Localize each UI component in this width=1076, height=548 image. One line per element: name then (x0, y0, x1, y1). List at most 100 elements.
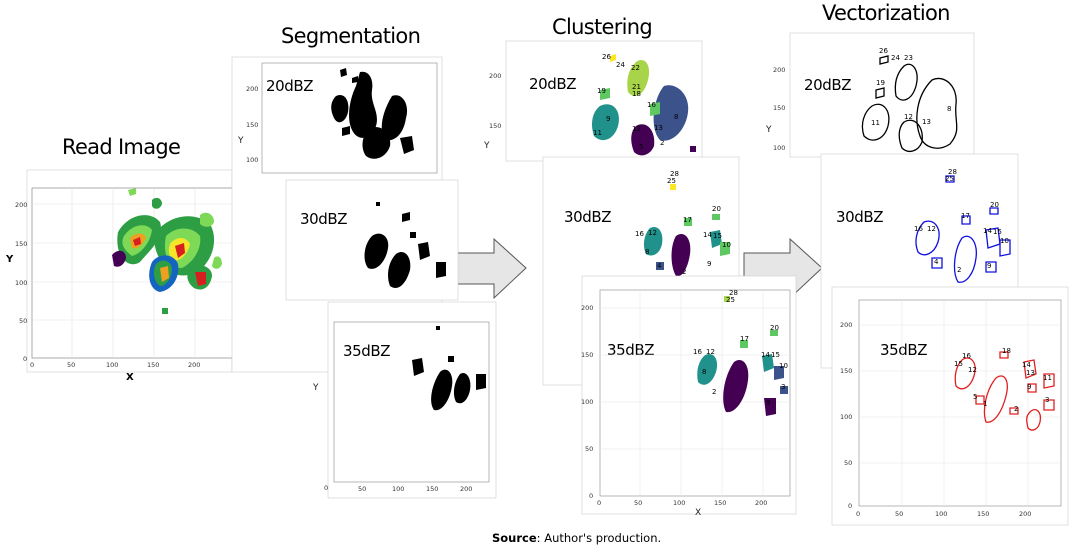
clus-labels-30: 28 25 17 20 16 12 14 15 10 8 4 2 9 (635, 170, 731, 276)
svg-text:200: 200 (1019, 510, 1031, 518)
title-segmentation: Segmentation (281, 24, 420, 48)
svg-text:28: 28 (948, 168, 957, 176)
svg-text:25: 25 (667, 177, 676, 185)
svg-text:16: 16 (635, 230, 644, 238)
svg-text:3: 3 (1045, 396, 1049, 404)
svg-text:100: 100 (935, 510, 947, 518)
svg-text:13: 13 (654, 124, 663, 132)
svg-text:16: 16 (647, 101, 656, 109)
svg-text:15: 15 (993, 228, 1002, 236)
vec-ticks-20: 200 150 100 (773, 66, 785, 152)
source-caption: Source: Author's production. (492, 531, 661, 545)
vec-gridlines-35 (859, 300, 1061, 506)
svg-text:24: 24 (891, 54, 900, 62)
clus-gridlines-35 (600, 290, 790, 496)
svg-text:9: 9 (606, 115, 610, 123)
svg-text:150: 150 (714, 499, 726, 507)
svg-text:150: 150 (426, 485, 438, 493)
svg-text:25: 25 (726, 296, 735, 304)
svg-text:50: 50 (634, 499, 642, 507)
svg-text:2: 2 (957, 266, 961, 274)
arrow-segmentation-to-clustering (449, 237, 527, 300)
seg-blobs-20 (331, 68, 414, 159)
svg-text:3: 3 (781, 383, 785, 391)
svg-text:200: 200 (460, 485, 472, 493)
svg-text:18: 18 (632, 90, 641, 98)
radar-echoes (112, 188, 222, 314)
vec-ticks-35: 0 50 100 150 200 0 50 100 150 200 (840, 321, 1031, 518)
svg-text:13: 13 (1026, 369, 1035, 377)
vec-level-label-20: 20dBZ (804, 76, 851, 94)
source-text: : Author's production. (537, 531, 661, 545)
svg-text:0: 0 (23, 355, 27, 363)
svg-text:15: 15 (954, 360, 963, 368)
svg-text:0: 0 (848, 502, 852, 510)
svg-text:13: 13 (922, 118, 931, 126)
svg-text:10: 10 (1000, 237, 1009, 245)
svg-text:12: 12 (904, 113, 913, 121)
clus-x-label: X (695, 508, 701, 518)
svg-text:100: 100 (106, 361, 118, 369)
svg-text:21: 21 (632, 83, 641, 91)
svg-text:200: 200 (15, 201, 27, 209)
clus-labels-20: 26 24 22 21 18 19 16 9 12 11 13 8 5 2 (593, 53, 678, 151)
vec-outlines-30 (915, 175, 1011, 283)
svg-text:12: 12 (648, 229, 657, 237)
seg-blobs-35 (412, 326, 486, 411)
svg-text:12: 12 (968, 366, 977, 374)
svg-text:Y: Y (237, 136, 244, 146)
clus-blobs-20 (592, 54, 696, 156)
svg-text:23: 23 (904, 54, 913, 62)
read-image-panel: 0 50 100 150 200 0 50 100 150 200 X Y (5, 169, 238, 383)
svg-text:1: 1 (983, 400, 987, 408)
svg-text:8: 8 (702, 368, 706, 376)
svg-text:50: 50 (844, 459, 852, 467)
svg-text:5: 5 (639, 143, 643, 151)
vec-labels-20: 26 24 23 19 8 11 12 13 (871, 47, 951, 127)
svg-text:10: 10 (722, 241, 731, 249)
svg-text:5: 5 (973, 393, 977, 401)
clus-level-label-35: 35dBZ (607, 341, 654, 359)
svg-text:9: 9 (987, 262, 991, 270)
svg-text:150: 150 (147, 361, 159, 369)
clus-labels-35: 28 25 17 20 16 12 14 15 10 8 2 9 3 (693, 289, 788, 407)
svg-text:2: 2 (712, 388, 716, 396)
svg-text:15: 15 (713, 232, 722, 240)
clus-ticks-35: 0 50 100 150 200 0 50 100 150 200 (581, 304, 767, 507)
svg-text:2: 2 (682, 268, 686, 276)
svg-text:150: 150 (581, 351, 593, 359)
seg-blobs-30 (364, 202, 446, 289)
clus-ticks-20: 200 150 (489, 72, 501, 130)
vectorization-panel-35: 35dBZ 16 18 15 12 14 13 11 9 (831, 286, 1069, 526)
svg-text:8: 8 (645, 248, 649, 256)
svg-text:2: 2 (660, 139, 664, 147)
svg-text:12: 12 (632, 125, 641, 133)
seg-level-label-20: 20dBZ (266, 77, 313, 95)
svg-text:17: 17 (961, 212, 970, 220)
svg-text:200: 200 (840, 321, 852, 329)
svg-text:17: 17 (740, 335, 749, 343)
svg-text:9: 9 (1027, 383, 1031, 391)
svg-text:50: 50 (19, 317, 27, 325)
svg-text:150: 150 (489, 122, 501, 130)
svg-text:26: 26 (879, 47, 888, 55)
seg-ticks-35: 0 50 100 150 200 (324, 484, 472, 493)
svg-text:150: 150 (246, 121, 258, 129)
seg-level-label-35: 35dBZ (343, 342, 390, 360)
svg-text:4: 4 (934, 258, 939, 266)
vec-level-label-35: 35dBZ (880, 341, 927, 359)
svg-text:15: 15 (771, 351, 780, 359)
svg-text:50: 50 (585, 445, 593, 453)
svg-text:9: 9 (766, 399, 770, 407)
svg-text:150: 150 (15, 240, 27, 248)
svg-text:0: 0 (589, 492, 593, 500)
vec-labels-30: 28 25 17 20 16 12 14 15 10 4 2 9 (914, 168, 1009, 274)
svg-text:12: 12 (706, 348, 715, 356)
vec-outlines-35 (954, 351, 1055, 431)
svg-text:20: 20 (770, 324, 779, 332)
svg-text:200: 200 (755, 499, 767, 507)
svg-text:16: 16 (693, 348, 702, 356)
clus-blobs-35 (697, 296, 788, 416)
svg-text:12: 12 (927, 225, 936, 233)
svg-text:2: 2 (1014, 405, 1018, 413)
